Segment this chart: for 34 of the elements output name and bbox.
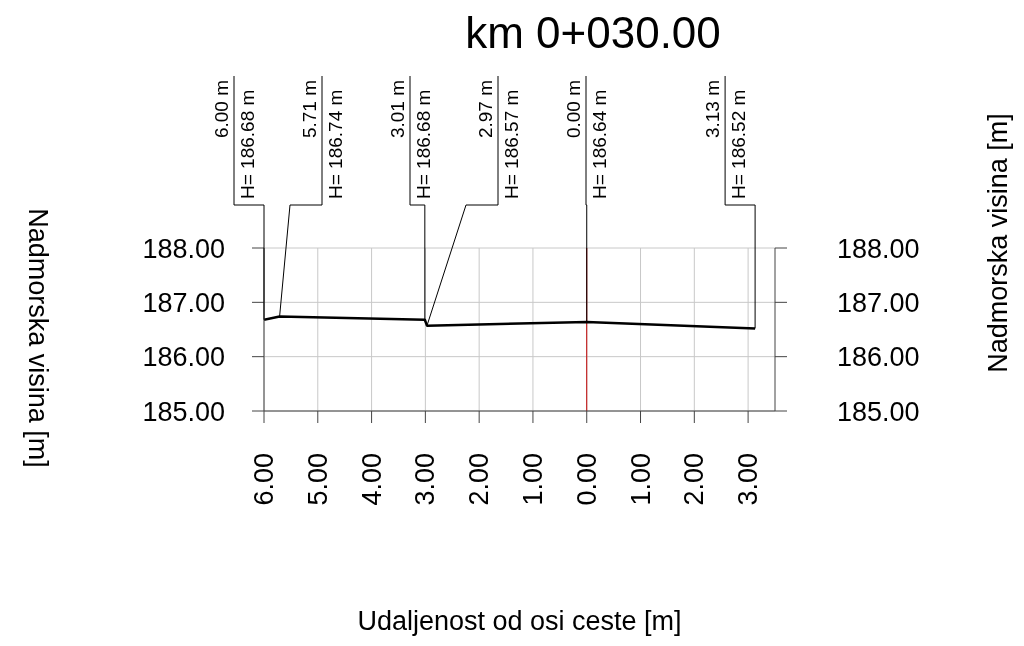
data-label: H= 186.68 m [237, 89, 258, 199]
y2-tick-label: 187.00 [837, 287, 920, 318]
data-label: H= 186.68 m [413, 89, 434, 199]
annotation: 3.01 m [387, 80, 408, 139]
x-tick-label: 1.00 [625, 453, 656, 506]
y2-tick-label: 186.00 [837, 342, 920, 373]
x-tick-label: 5.00 [302, 453, 333, 506]
y-tick-label: 186.00 [142, 342, 225, 373]
annotation: 0.00 m [563, 80, 584, 139]
x-tick-label: 1.00 [517, 453, 548, 506]
y-tick-label: 185.00 [142, 396, 225, 427]
data-label: H= 186.57 m [501, 89, 522, 199]
y2-tick-label: 188.00 [837, 233, 920, 264]
x-tick-label: 2.00 [679, 453, 710, 506]
chart-title: km 0+030.00 [465, 8, 721, 57]
y2-axis-title: Nadmorska visina [m] [983, 113, 1013, 373]
data-label: H= 186.52 m [728, 89, 750, 199]
y2-tick-label: 185.00 [837, 396, 920, 427]
data-label: H= 186.64 m [589, 89, 610, 199]
x-axis-title: Udaljenost od osi ceste [m] [357, 606, 682, 636]
data-label: H= 186.74 m [325, 89, 346, 199]
annotation: 2.97 m [475, 80, 496, 139]
x-tick-label: 2.00 [464, 453, 495, 506]
y-axis-title: Nadmorska visina [m] [23, 208, 53, 468]
x-tick-label: 4.00 [356, 453, 387, 506]
x-tick-label: 3.00 [410, 453, 441, 506]
y-tick-label: 187.00 [142, 287, 225, 318]
annotation: 5.71 m [299, 80, 320, 139]
annotation: 6.00 m [211, 80, 232, 139]
annotation: 3.13 m [702, 80, 724, 139]
x-tick-label: 6.00 [249, 453, 279, 506]
x-tick-label: 0.00 [571, 453, 602, 506]
x-tick-label: 3.00 [733, 453, 764, 506]
y-tick-label: 188.00 [142, 233, 225, 264]
